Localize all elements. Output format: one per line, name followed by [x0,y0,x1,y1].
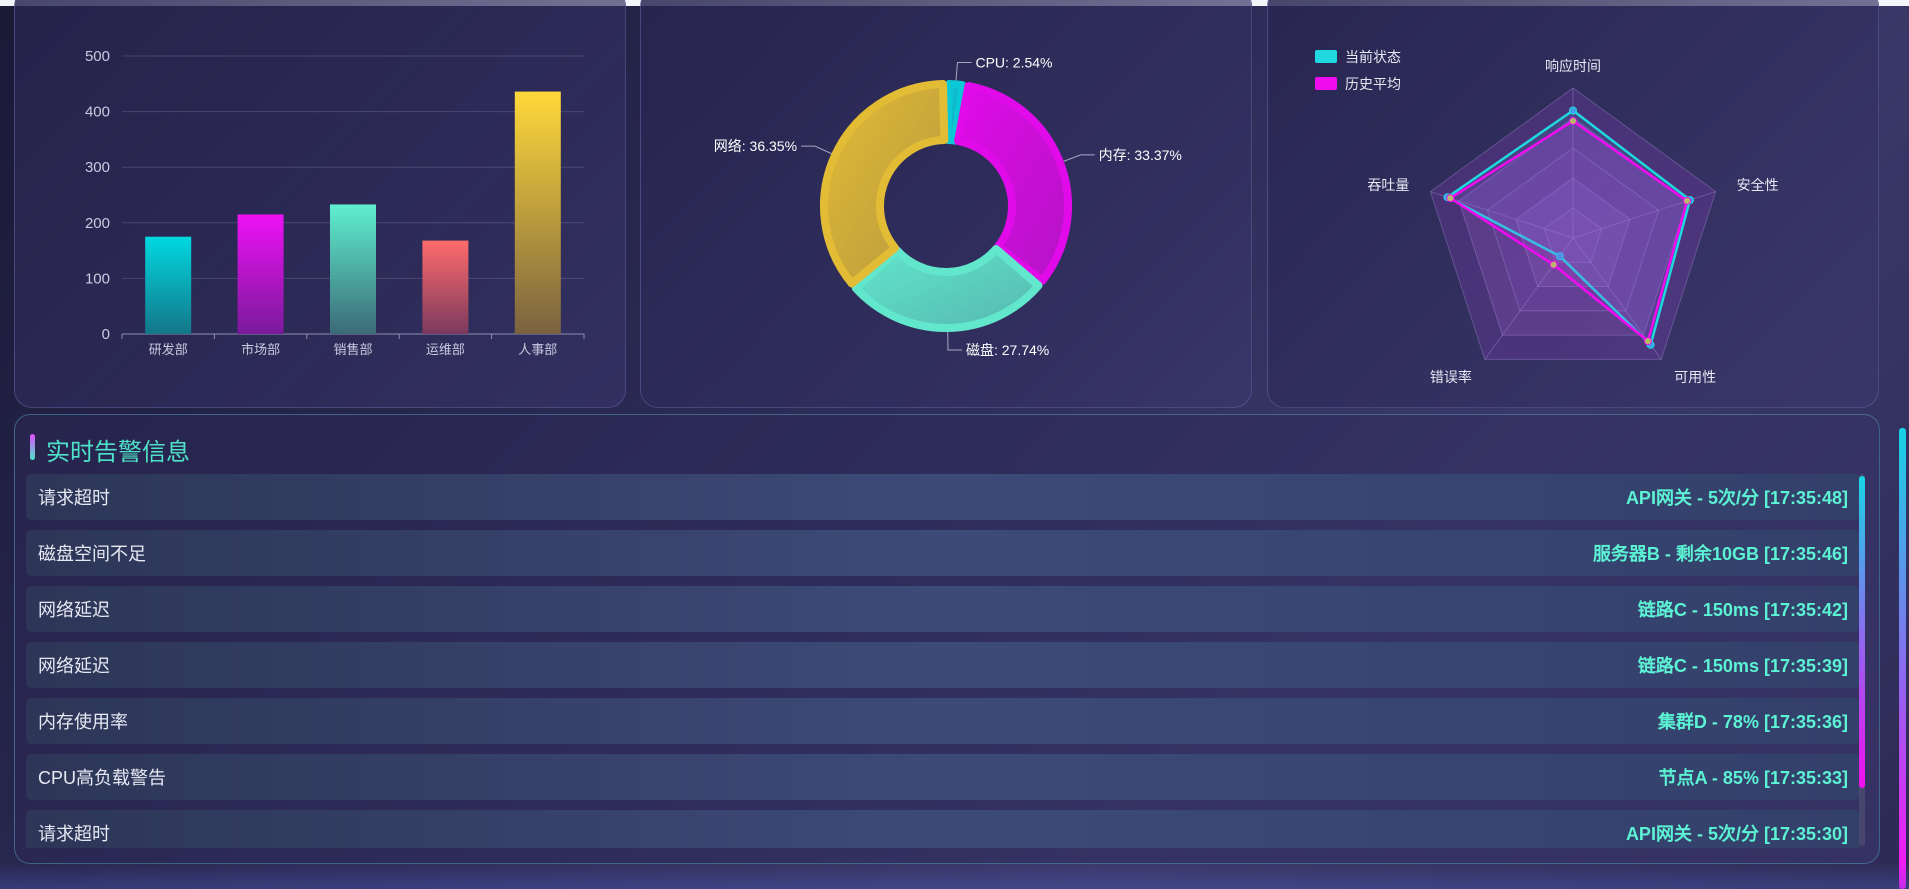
alert-detail: 集群D - 78% [17:35:36] [1657,712,1848,732]
alert-detail: API网关 - 5次/分 [17:35:30] [1625,824,1848,844]
alert-panel-title: 实时告警信息 [30,432,190,467]
donut-slice [954,82,1072,285]
alert-row[interactable]: 请求超时 API网关 - 5次/分 [17:35:48] [26,474,1860,520]
y-tick-label: 0 [102,326,110,343]
slice-label: CPU: 2.54% [975,54,1052,70]
slice-label: 网络: 36.35% [714,138,797,154]
radar-series-area [1445,108,1692,348]
slice-label: 内存: 33.37% [1099,147,1182,163]
alert-message: 磁盘空间不足 [38,544,146,564]
alert-detail: 节点A - 85% [17:35:33] [1658,768,1848,788]
alert-message: CPU高负载警告 [38,768,167,788]
alert-message: 内存使用率 [38,712,128,732]
y-tick-label: 300 [85,159,110,176]
alert-message: 网络延迟 [38,656,110,676]
x-tick-label: 研发部 [149,342,188,357]
radar-chart-panel [1267,0,1879,408]
legend-swatch [1315,77,1337,90]
alert-detail: 服务器B - 剩余10GB [17:35:46] [1592,544,1848,564]
bar [514,91,561,334]
radar-point [1683,196,1692,205]
bar-chart: 0 100 200 300 400 500 研发部 市场部 销售部 运维部 人事部 [85,48,585,357]
bar [145,236,192,334]
slice-label: 磁盘: 27.74% [966,342,1049,358]
x-tick-label: 运维部 [426,342,465,357]
alert-row[interactable]: CPU高负载警告 节点A - 85% [17:35:33] [26,754,1860,800]
slice-label-line [1063,154,1095,162]
y-tick-label: 200 [85,215,110,232]
y-tick-label: 500 [85,48,110,65]
pie-chart-panel [640,0,1252,408]
alert-row[interactable]: 网络延迟 链路C - 150ms [17:35:42] [26,586,1860,632]
radar-point [1569,106,1577,115]
alert-message: 网络延迟 [38,600,110,620]
radar-indicator-label: 安全性 [1737,177,1779,193]
radar-point [1446,194,1455,203]
bar [330,204,376,334]
alert-list[interactable]: 请求超时 API网关 - 5次/分 [17:35:48] 磁盘空间不足 服务器B - … [26,474,1860,848]
legend-label: 当前状态 [1345,49,1401,65]
bar [422,240,469,334]
slice-label-line [955,61,972,81]
radar-point [1555,252,1564,261]
bottom-glow [0,862,1909,889]
radar-indicator-label: 吞吐量 [1367,177,1409,193]
radar-indicator-label: 可用性 [1674,369,1716,385]
radar-grid-ring [1486,147,1660,312]
radar-series-area [1447,119,1689,344]
y-tick-label: 100 [85,270,110,287]
alert-scrollbar-thumb[interactable] [1859,476,1865,788]
legend-label: 历史平均 [1345,76,1401,92]
legend-swatch [1315,50,1337,63]
radar-point [1643,337,1652,346]
slice-label-line [947,331,962,351]
x-tick-label: 人事部 [518,342,557,357]
page-scrollbar[interactable] [1899,428,1906,889]
pie-chart: CPU: 2.54% 内存: 33.37% 磁盘: 27.74% 网络: 36.35% [714,54,1182,358]
donut-slice [851,245,1043,332]
alert-row[interactable]: 磁盘空间不足 服务器B - 剩余10GB [17:35:46] [26,530,1860,576]
x-tick-label: 市场部 [241,342,280,357]
radar-indicator-label: 错误率 [1430,369,1472,385]
alert-detail: API网关 - 5次/分 [17:35:48] [1625,488,1848,508]
donut-slice [820,80,949,288]
alert-message: 请求超时 [38,824,110,844]
alert-detail: 链路C - 150ms [17:35:42] [1637,600,1848,620]
alert-row[interactable]: 内存使用率 集群D - 78% [17:35:36] [26,698,1860,744]
radar-point [1569,117,1577,125]
alert-row[interactable]: 请求超时 API网关 - 5次/分 [17:35:30] [26,810,1860,848]
alert-detail: 链路C - 150ms [17:35:39] [1637,656,1848,676]
x-tick-label: 销售部 [333,342,372,357]
radar-point [1549,260,1558,269]
slice-label-line [801,145,832,155]
radar-grid-ring [1543,207,1603,263]
y-tick-label: 400 [85,104,110,121]
radar-grid-ring [1429,87,1717,360]
bar [237,214,284,334]
alert-row[interactable]: 网络延迟 链路C - 150ms [17:35:39] [26,642,1860,688]
radar-indicator-label: 响应时间 [1545,58,1601,74]
alert-message: 请求超时 [38,488,110,508]
